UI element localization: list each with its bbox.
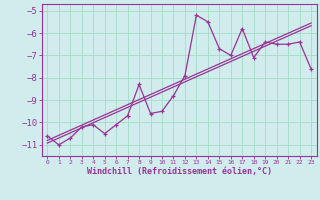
X-axis label: Windchill (Refroidissement éolien,°C): Windchill (Refroidissement éolien,°C) bbox=[87, 167, 272, 176]
